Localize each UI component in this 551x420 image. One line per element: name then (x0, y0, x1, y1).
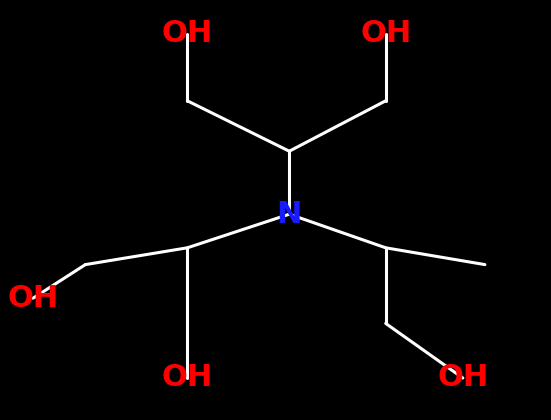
Text: OH: OH (161, 19, 213, 48)
Text: N: N (277, 200, 302, 229)
Text: OH: OH (7, 284, 59, 313)
Text: OH: OH (360, 19, 412, 48)
Text: OH: OH (437, 363, 489, 393)
Text: OH: OH (161, 363, 213, 393)
